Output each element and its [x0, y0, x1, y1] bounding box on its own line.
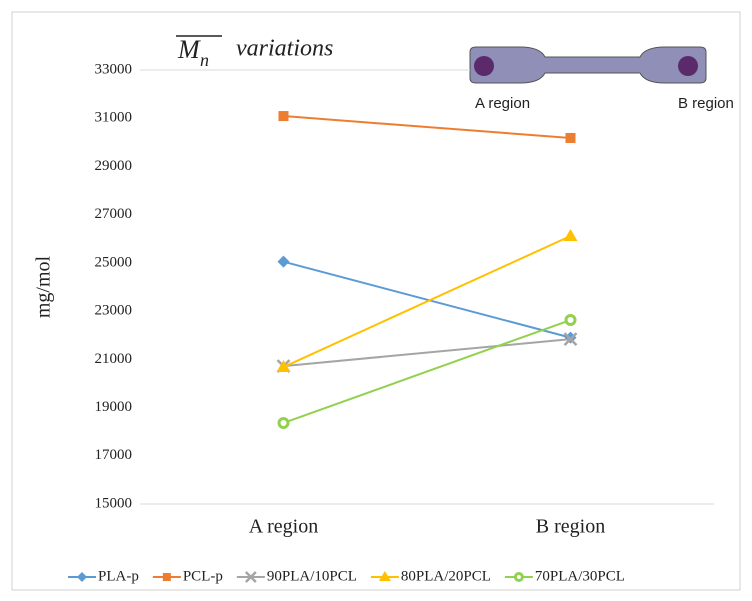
y-tick-label: 19000 — [95, 399, 133, 415]
legend-label: 70PLA/30PCL — [535, 568, 625, 584]
chart: M n variations mg/mol A region B region … — [0, 0, 752, 596]
y-tick-label: 15000 — [95, 495, 133, 511]
x-tick-label: A region — [249, 516, 318, 538]
y-tick-label: 29000 — [95, 158, 133, 174]
y-tick-label: 33000 — [95, 61, 133, 77]
legend-label: 80PLA/20PCL — [401, 568, 491, 584]
legend-marker — [515, 574, 522, 581]
legend-marker — [163, 573, 171, 581]
marker — [566, 133, 576, 143]
legend-label: PCL-p — [183, 568, 223, 584]
title-subscript: n — [200, 50, 209, 70]
y-axis-label: mg/mol — [33, 255, 55, 318]
legend-label: PLA-p — [98, 568, 139, 584]
y-tick-label: 23000 — [95, 303, 133, 319]
annotation: B region — [678, 95, 734, 112]
y-tick-label: 31000 — [95, 110, 133, 126]
region-a-dot — [474, 56, 494, 76]
y-tick-label: 21000 — [95, 351, 133, 367]
y-tick-label: 27000 — [95, 206, 133, 222]
region-b-dot — [678, 56, 698, 76]
title-symbol: M — [177, 35, 201, 64]
marker — [279, 111, 289, 121]
marker — [566, 316, 575, 325]
x-tick-label: B region — [536, 516, 605, 538]
chart-title: variations — [236, 36, 333, 62]
marker — [279, 418, 288, 427]
y-tick-label: 17000 — [95, 447, 133, 463]
y-tick-label: 25000 — [95, 254, 133, 270]
annotation: A region — [475, 95, 530, 112]
legend-label: 90PLA/10PCL — [267, 568, 357, 584]
